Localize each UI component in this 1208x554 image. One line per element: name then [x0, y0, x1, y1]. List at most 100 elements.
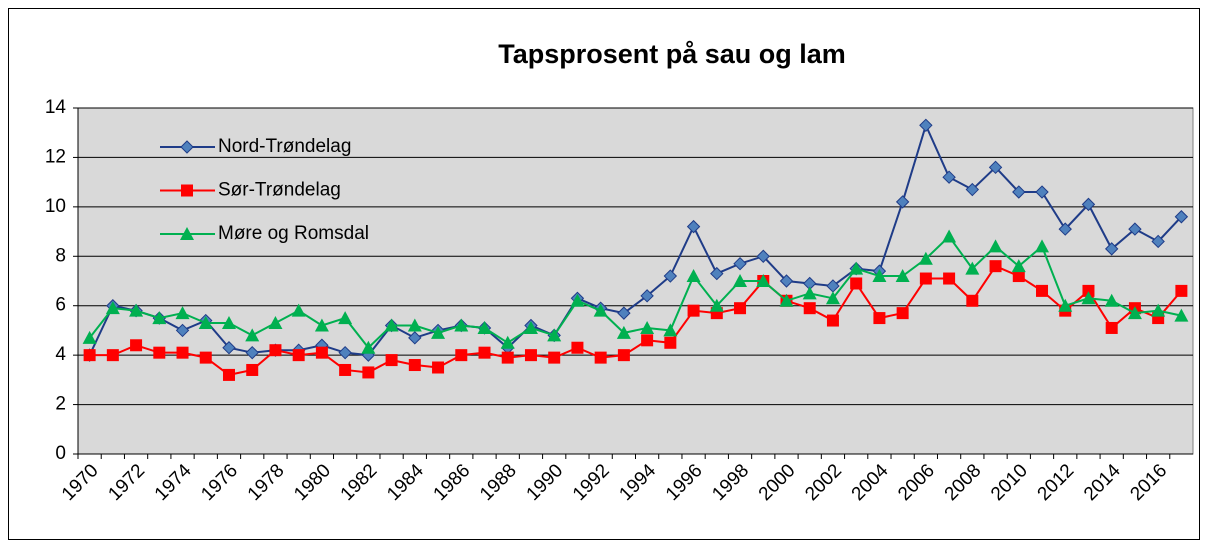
data-point [663, 269, 678, 283]
data-point [617, 349, 630, 362]
data-point [664, 336, 677, 349]
data-point [943, 272, 956, 285]
data-point [895, 195, 910, 209]
data-point [989, 260, 1002, 273]
legend-marker [181, 184, 193, 197]
data-point [291, 303, 306, 317]
data-point [686, 269, 701, 283]
data-point [663, 323, 678, 337]
data-point [1082, 284, 1095, 297]
data-point [1012, 185, 1026, 199]
data-point [106, 349, 119, 362]
data-point [896, 307, 909, 320]
data-point [756, 249, 770, 263]
data-point [385, 354, 398, 367]
data-point [570, 293, 585, 307]
data-point [152, 311, 167, 325]
y-tick-label: 12 [45, 146, 66, 167]
data-point [1058, 222, 1072, 236]
data-point [686, 219, 701, 234]
data-point [314, 318, 329, 332]
data-point [873, 312, 886, 325]
data-point [779, 274, 794, 288]
data-point [384, 318, 399, 332]
data-point [942, 229, 957, 243]
data-point [616, 325, 631, 339]
chart-title: Tapsprosent på sau og lam [498, 39, 846, 69]
data-point [640, 289, 654, 303]
data-point [548, 351, 561, 364]
data-point [245, 328, 260, 342]
data-point [988, 160, 1003, 175]
data-point [198, 316, 213, 330]
data-point [176, 346, 189, 359]
data-point [153, 346, 166, 359]
data-point [175, 306, 190, 320]
data-point [756, 274, 771, 287]
data-point [523, 320, 538, 334]
data-point [1104, 242, 1119, 256]
data-point [547, 328, 562, 342]
data-point [965, 182, 980, 197]
data-point [919, 118, 933, 133]
data-point [222, 341, 236, 355]
data-point [617, 306, 631, 320]
data-point [849, 261, 864, 275]
data-point [477, 320, 492, 334]
data-point [1081, 197, 1096, 212]
data-point [1174, 308, 1189, 322]
data-point [338, 345, 352, 360]
y-tick-label: 2 [55, 394, 66, 415]
data-point [292, 349, 305, 362]
data-point [83, 349, 96, 362]
legend-label: Sør-Trøndelag [218, 180, 341, 201]
data-point [501, 351, 514, 364]
data-point [825, 291, 840, 305]
data-point [942, 170, 956, 184]
data-point [1105, 321, 1118, 334]
data-point [710, 266, 724, 281]
data-point [222, 368, 235, 381]
data-point [524, 349, 537, 362]
data-point [1035, 239, 1050, 253]
data-point [1104, 293, 1119, 307]
data-point [221, 316, 236, 330]
data-point [1128, 222, 1142, 236]
data-point [408, 359, 421, 372]
data-point [850, 277, 863, 290]
data-point [129, 303, 144, 317]
data-point [315, 346, 328, 359]
data-point [1012, 270, 1025, 283]
data-point [1174, 210, 1189, 224]
data-point [82, 330, 97, 344]
data-point [872, 269, 887, 283]
data-point [966, 294, 979, 307]
data-point [779, 293, 794, 307]
data-point [105, 301, 120, 315]
data-point [919, 272, 932, 285]
data-point [1011, 259, 1026, 273]
data-point [407, 318, 422, 332]
legend-marker [180, 227, 194, 240]
legend-label: Nord-Trøndelag [218, 136, 351, 157]
data-point [918, 251, 933, 265]
data-point [641, 334, 654, 347]
data-point [687, 304, 700, 317]
data-point [734, 302, 747, 315]
y-tick-label: 6 [55, 295, 66, 316]
data-point [895, 269, 910, 283]
y-tick-label: 8 [55, 245, 66, 266]
legend-marker [180, 140, 194, 154]
data-point [432, 361, 445, 374]
data-point [593, 303, 608, 317]
y-tick-label: 4 [55, 344, 66, 365]
data-point [733, 256, 747, 271]
data-point [175, 323, 190, 338]
data-point [130, 339, 143, 352]
plot-area [77, 107, 1194, 455]
data-point [1127, 306, 1142, 320]
data-point [802, 286, 817, 300]
data-point [988, 239, 1003, 253]
